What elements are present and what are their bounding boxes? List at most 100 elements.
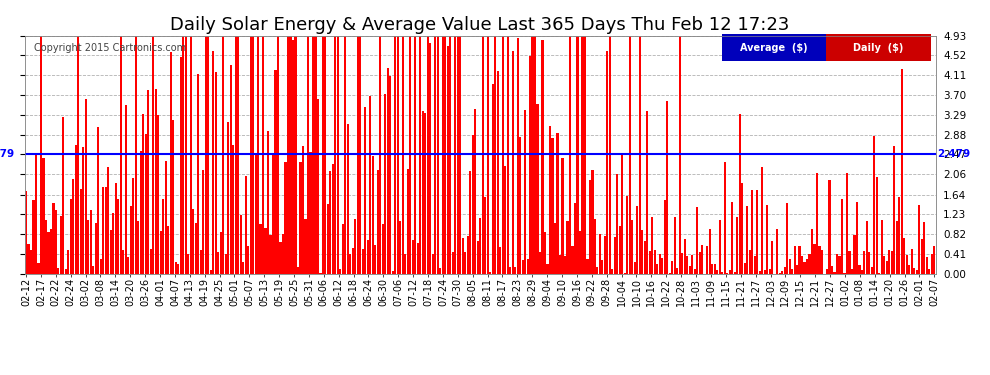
FancyBboxPatch shape <box>722 34 827 61</box>
Bar <box>382 224 384 274</box>
Bar <box>424 113 427 274</box>
Bar <box>227 122 229 274</box>
Bar <box>612 269 614 274</box>
Bar <box>663 200 666 274</box>
Bar <box>349 254 351 274</box>
Bar <box>461 238 463 274</box>
Bar <box>504 166 506 274</box>
Bar <box>771 241 773 274</box>
Bar <box>908 265 911 274</box>
Bar <box>464 252 466 274</box>
Bar <box>524 110 526 274</box>
Bar <box>359 36 361 274</box>
Bar <box>546 264 548 274</box>
Bar <box>262 36 264 274</box>
Bar <box>33 200 35 274</box>
Bar <box>721 272 724 274</box>
Bar <box>921 239 923 274</box>
Bar <box>289 36 292 274</box>
Bar <box>924 222 926 274</box>
Bar <box>891 251 893 274</box>
Bar <box>826 269 828 274</box>
Bar <box>82 147 84 274</box>
Bar <box>65 269 67 274</box>
Bar <box>888 251 890 274</box>
Bar <box>726 273 729 274</box>
Bar <box>639 36 641 274</box>
Bar <box>648 251 650 274</box>
Bar <box>372 156 374 274</box>
Bar <box>799 246 801 274</box>
Title: Daily Solar Energy & Average Value Last 365 Days Thu Feb 12 17:23: Daily Solar Energy & Average Value Last … <box>170 16 790 34</box>
Bar <box>337 36 339 274</box>
Bar <box>761 167 763 274</box>
Bar <box>614 237 616 274</box>
Bar <box>811 229 813 274</box>
Text: 2.479: 2.479 <box>938 149 970 159</box>
Bar <box>601 260 604 274</box>
Bar <box>732 202 734 274</box>
Bar <box>152 36 154 274</box>
Bar <box>701 245 703 274</box>
Bar <box>237 36 240 274</box>
Bar <box>629 36 631 274</box>
Bar <box>527 260 529 274</box>
Bar <box>149 249 151 274</box>
Bar <box>671 261 673 274</box>
Bar <box>681 254 683 274</box>
Bar <box>486 36 489 274</box>
Bar <box>492 84 494 274</box>
Bar <box>77 36 79 274</box>
Bar <box>781 271 783 274</box>
Bar <box>634 262 636 274</box>
Bar <box>644 241 645 274</box>
Bar <box>130 206 132 274</box>
Bar <box>916 270 918 274</box>
Bar <box>279 242 281 274</box>
Bar <box>87 220 89 274</box>
Bar <box>883 256 885 274</box>
Bar <box>379 36 381 274</box>
Bar <box>419 36 422 274</box>
Bar <box>596 267 599 274</box>
Bar <box>868 252 870 274</box>
Bar <box>617 174 619 274</box>
Bar <box>497 71 499 274</box>
Bar <box>195 224 197 274</box>
Bar <box>133 177 135 274</box>
Bar <box>517 38 519 274</box>
Bar <box>627 195 629 274</box>
Bar <box>632 220 634 274</box>
Bar <box>437 36 439 274</box>
Bar <box>274 70 276 274</box>
Bar <box>43 158 45 274</box>
Bar <box>122 250 125 274</box>
Bar <box>402 36 404 274</box>
Bar <box>656 264 658 274</box>
Bar <box>479 219 481 274</box>
Bar <box>330 171 332 274</box>
Bar <box>302 146 304 274</box>
Bar <box>709 229 711 274</box>
Bar <box>245 176 247 274</box>
Bar <box>312 36 314 274</box>
Bar <box>135 36 137 274</box>
Bar <box>414 36 417 274</box>
Bar <box>863 251 865 274</box>
Bar <box>796 265 798 274</box>
Bar <box>164 161 166 274</box>
Bar <box>445 36 446 274</box>
Bar <box>911 249 913 274</box>
Text: 2.479: 2.479 <box>0 149 14 159</box>
Bar <box>591 170 593 274</box>
Bar <box>714 264 716 274</box>
Bar <box>25 191 27 274</box>
Bar <box>297 267 299 274</box>
Bar <box>594 219 596 274</box>
Bar <box>30 251 32 274</box>
Bar <box>205 36 207 274</box>
Bar <box>197 74 199 274</box>
Bar <box>351 248 354 274</box>
Bar <box>128 256 130 274</box>
Bar <box>157 115 159 274</box>
